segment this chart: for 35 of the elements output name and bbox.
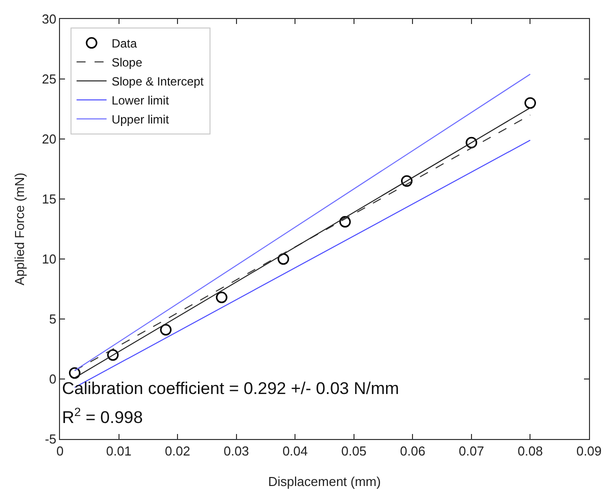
annotation: Calibration coefficient = 0.292 +/- 0.03 N/mm — [62, 379, 400, 398]
y-axis-title: Applied Force (mN) — [12, 172, 27, 286]
legend-label: Data — [112, 36, 138, 51]
x-tick-label: 0.06 — [400, 444, 426, 459]
y-tick-label: 15 — [42, 192, 56, 207]
y-tick-label: 20 — [42, 132, 56, 147]
y-tick-label: 30 — [42, 12, 56, 27]
x-tick-label: 0.01 — [106, 444, 132, 459]
y-tick-label: 25 — [42, 72, 56, 87]
x-tick-label: 0.03 — [224, 444, 249, 459]
annotation: R$^{2}$ = 0.998 — [62, 405, 143, 428]
x-tick-label: 0.02 — [164, 444, 190, 459]
x-axis-title: Displacement (mm) — [268, 474, 381, 489]
y-tick-label: -5 — [44, 432, 56, 447]
y-tick-label: 10 — [42, 252, 56, 267]
legend-label: Slope — [112, 56, 143, 70]
point — [216, 292, 228, 304]
y-tick-label: 0 — [49, 372, 56, 387]
y-tick-label: 5 — [49, 312, 56, 327]
point — [278, 253, 290, 265]
x-tick-label: 0.05 — [341, 444, 367, 459]
point — [401, 175, 413, 187]
x-tick-label: 0.07 — [458, 444, 484, 459]
point — [466, 136, 478, 148]
x-tick-label: 0.08 — [518, 444, 543, 459]
point — [524, 97, 536, 109]
point — [339, 216, 351, 228]
point — [160, 324, 172, 336]
point — [68, 367, 80, 379]
x-tick-label: 0.04 — [282, 444, 308, 459]
legend-label: Lower limit — [112, 94, 170, 108]
x-tick-label: 0.09 — [576, 444, 602, 459]
legend-label: Upper limit — [112, 112, 170, 127]
legend-label: Slope & Intercept — [112, 74, 204, 89]
point — [107, 349, 119, 361]
